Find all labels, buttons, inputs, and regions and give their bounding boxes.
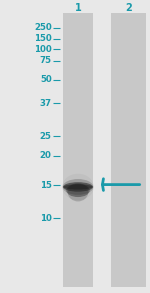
Bar [111,13,146,287]
Ellipse shape [63,182,93,192]
Ellipse shape [63,179,93,195]
Text: 25: 25 [40,132,52,141]
Text: 100: 100 [34,45,52,54]
Ellipse shape [66,184,90,197]
Ellipse shape [62,174,94,200]
Text: 37: 37 [40,99,52,108]
Text: 10: 10 [40,214,52,223]
Text: 250: 250 [34,23,52,32]
Text: 20: 20 [40,151,52,160]
Ellipse shape [63,184,93,190]
Text: 150: 150 [34,34,52,43]
Text: 1: 1 [75,3,81,13]
Ellipse shape [68,183,88,202]
Text: 15: 15 [40,181,52,190]
Text: 2: 2 [125,3,132,13]
Text: 75: 75 [40,57,52,65]
Text: 50: 50 [40,75,52,84]
Bar [63,13,93,287]
